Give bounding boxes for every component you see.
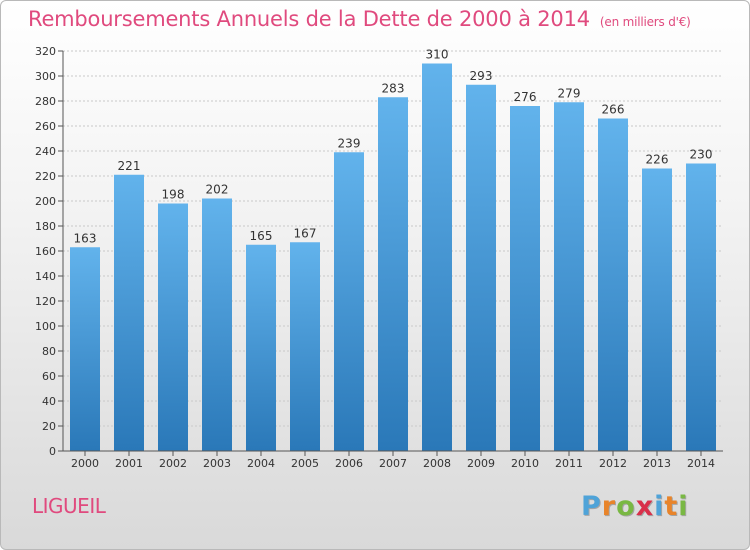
data-label: 283 [382,81,405,95]
y-tick-label: 80 [42,345,56,358]
bar [158,203,188,451]
data-label: 202 [206,183,229,197]
y-tick-label: 300 [35,70,56,83]
bar [202,198,232,451]
data-label: 230 [690,148,713,162]
y-tick-label: 0 [49,445,56,458]
commune-name: LIGUEIL [32,494,106,518]
labels: 0 20 40 60 80 100 120 140 160 180 200 220 240 260 280 3… [35,45,715,470]
data-label: 226 [646,153,669,167]
proxiti-logo: Proxiti [581,491,689,522]
bar [642,168,672,451]
bar [378,97,408,451]
bar [686,163,716,451]
x-tick-label: 2001 [115,457,143,470]
x-tick-label: 2002 [159,457,187,470]
logo-letter: r [601,491,617,522]
y-tick-label: 140 [35,270,56,283]
data-label: 266 [602,103,625,117]
bar [510,106,540,451]
axes [58,50,723,456]
y-tick-label: 60 [42,370,56,383]
x-tick-label: 2013 [643,457,671,470]
y-tick-label: 200 [35,195,56,208]
data-label: 279 [558,86,581,100]
bar [466,84,496,451]
x-tick-label: 2004 [247,457,275,470]
x-tick-label: 2006 [335,457,363,470]
bar [598,118,628,451]
y-tick-label: 220 [35,170,56,183]
data-label: 276 [514,90,537,104]
y-tick-label: 240 [35,145,56,158]
bar [70,247,100,451]
bar [334,152,364,451]
data-label: 167 [294,226,317,240]
x-tick-label: 2008 [423,457,451,470]
chart-title-text: Remboursements Annuels de la Dette de 20… [28,7,590,31]
bar [554,102,584,451]
y-tick-label: 20 [42,420,56,433]
y-tick-label: 260 [35,120,56,133]
bar [422,63,452,451]
data-label: 165 [250,229,273,243]
x-tick-label: 2005 [291,457,319,470]
data-label: 239 [338,136,361,150]
y-tick-label: 320 [35,45,56,58]
data-label: 198 [162,188,185,202]
logo-letter: x [635,491,655,522]
bar [290,242,320,451]
data-label: 293 [470,69,493,83]
bars [70,63,716,451]
x-tick-label: 2010 [511,457,539,470]
bar [114,174,144,451]
y-tick-label: 160 [35,245,56,258]
data-label: 163 [74,231,97,245]
y-tick-label: 180 [35,220,56,233]
chart-unit: (en milliers d'€) [599,15,691,29]
x-tick-label: 2009 [467,457,495,470]
x-tick-label: 2007 [379,457,407,470]
data-label: 310 [426,48,449,62]
logo-letter: t [664,491,679,522]
y-tick-label: 100 [35,320,56,333]
x-tick-label: 2012 [599,457,627,470]
y-tick-label: 280 [35,95,56,108]
logo-letter: P [581,491,602,522]
x-tick-label: 2014 [687,457,715,470]
logo-letter: i [678,491,689,522]
y-tick-label: 120 [35,295,56,308]
bar [246,244,276,451]
y-tick-label: 40 [42,395,56,408]
x-tick-label: 2011 [555,457,583,470]
x-tick-label: 2003 [203,457,231,470]
chart-title: Remboursements Annuels de la Dette de 20… [28,7,691,31]
logo-letter: o [616,491,636,522]
logo-letter: i [654,491,665,522]
x-tick-label: 2000 [71,457,99,470]
data-label: 221 [118,159,141,173]
